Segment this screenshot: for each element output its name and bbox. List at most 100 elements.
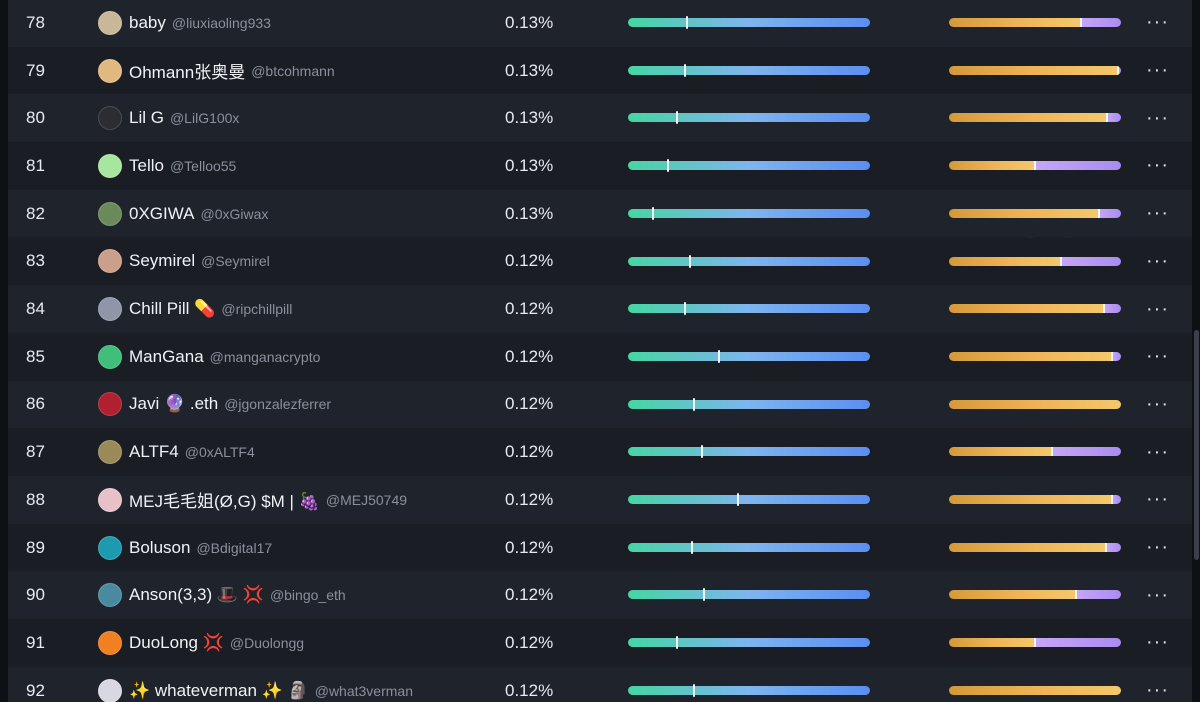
table-row[interactable]: 91 DuoLong 💢 @Duolongg 0.12% ··· <box>8 619 1192 667</box>
more-options-icon[interactable]: ··· <box>1146 583 1169 606</box>
mindshare-percent: 0.12% <box>505 251 554 271</box>
avatar[interactable] <box>98 153 122 178</box>
table-row[interactable]: 87 ALTF4 @0xALTF4 0.12% ··· <box>8 428 1192 476</box>
user-name[interactable]: baby <box>129 12 166 32</box>
scrollbar[interactable] <box>1192 0 1200 702</box>
more-options-icon[interactable]: ··· <box>1146 488 1169 511</box>
user-name[interactable]: Ohmann张奥曼 <box>129 63 246 83</box>
user-cell[interactable]: Ohmann张奥曼 @btcohmann <box>98 47 335 95</box>
table-row[interactable]: 83 Seymirel @Seymirel 0.12% ··· <box>8 237 1192 286</box>
more-options-icon[interactable]: ··· <box>1146 106 1169 129</box>
more-options-icon[interactable]: ··· <box>1146 202 1169 225</box>
table-row[interactable]: 81 Tello @Telloo55 0.13% ··· <box>8 142 1192 190</box>
table-row[interactable]: 85 ManGana @manganacrypto 0.12% ··· <box>8 332 1192 381</box>
user-handle[interactable]: @btcohmann <box>251 62 335 79</box>
user-handle[interactable]: @Telloo55 <box>169 157 237 174</box>
user-name[interactable]: Seymirel <box>129 251 196 271</box>
table-row[interactable]: 78 baby @liuxiaoling933 0.13% ··· <box>8 0 1192 47</box>
avatar[interactable] <box>98 297 122 322</box>
table-row[interactable]: 89 Boluson @Bdigital17 0.12% ··· <box>8 523 1192 572</box>
user-handle[interactable]: @jgonzalezferrer <box>224 396 332 413</box>
table-row[interactable]: 80 Lil G @LilG100x 0.13% ··· <box>8 94 1192 143</box>
user-cell[interactable]: MEJ毛毛姐(Ø,G) $M | 🍇 @MEJ50749 <box>98 476 407 524</box>
user-handle[interactable]: @0xGiwax <box>200 205 269 222</box>
avatar[interactable] <box>98 344 122 369</box>
more-options-icon[interactable]: ··· <box>1146 392 1169 415</box>
table-row[interactable]: 92 ✨ whateverman ✨ 🗿 @what3verman 0.12% ··· <box>8 666 1192 702</box>
user-cell[interactable]: Boluson @Bdigital17 <box>98 524 272 572</box>
mindshare-percent: 0.12% <box>505 442 554 462</box>
more-options-icon[interactable]: ··· <box>1146 440 1169 463</box>
more-options-icon[interactable]: ··· <box>1146 631 1169 654</box>
user-cell[interactable]: ALTF4 @0xALTF4 <box>98 428 255 476</box>
user-handle[interactable]: @bingo_eth <box>269 587 346 604</box>
user-name[interactable]: ALTF4 <box>129 442 179 462</box>
avatar[interactable] <box>98 630 122 655</box>
user-name[interactable]: DuoLong 💢 <box>129 632 224 652</box>
avatar[interactable] <box>98 249 122 274</box>
user-handle[interactable]: @Bdigital17 <box>196 539 273 556</box>
user-name[interactable]: Tello <box>129 155 164 175</box>
more-options-icon[interactable]: ··· <box>1146 679 1169 702</box>
table-row[interactable]: 82 0XGIWA @0xGiwax 0.13% ··· <box>8 189 1192 238</box>
table-row[interactable]: 88 MEJ毛毛姐(Ø,G) $M | 🍇 @MEJ50749 0.12% ··· <box>8 476 1192 524</box>
table-row[interactable]: 84 Chill Pill 💊 @ripchillpill 0.12% ··· <box>8 285 1192 333</box>
user-cell[interactable]: Anson(3,3) 🎩 💢 @bingo_eth <box>98 571 346 619</box>
user-cell[interactable]: 0XGIWA @0xGiwax <box>98 190 268 238</box>
user-handle[interactable]: @what3verman <box>314 682 413 699</box>
user-name[interactable]: ✨ whateverman ✨ 🗿 <box>129 680 309 700</box>
scrollbar-thumb[interactable] <box>1194 330 1199 560</box>
user-name[interactable]: Lil G <box>129 108 164 128</box>
user-handle[interactable]: @MEJ50749 <box>325 491 408 508</box>
user-cell[interactable]: ✨ whateverman ✨ 🗿 @what3verman <box>98 667 413 702</box>
score-bar-marker <box>736 493 739 506</box>
user-name[interactable]: Javi 🔮 .eth <box>129 394 219 414</box>
table-row[interactable]: 79 Ohmann张奥曼 @btcohmann 0.13% ··· <box>8 46 1192 95</box>
more-options-icon[interactable]: ··· <box>1146 536 1169 559</box>
mindshare-percent: 0.12% <box>505 489 554 509</box>
more-options-icon[interactable]: ··· <box>1146 345 1169 368</box>
user-name[interactable]: MEJ毛毛姐(Ø,G) $M | 🍇 <box>129 492 320 512</box>
user-handle[interactable]: @0xALTF4 <box>184 444 255 461</box>
user-name[interactable]: Anson(3,3) 🎩 💢 <box>129 585 264 605</box>
avatar[interactable] <box>98 678 122 702</box>
user-cell[interactable]: ManGana @manganacrypto <box>98 333 320 381</box>
user-cell[interactable]: Tello @Telloo55 <box>98 142 236 190</box>
avatar[interactable] <box>98 392 122 417</box>
table-row[interactable]: 86 Javi 🔮 .eth @jgonzalezferrer 0.12% ··· <box>8 380 1192 429</box>
avatar[interactable] <box>98 201 122 226</box>
user-name[interactable]: Chill Pill 💊 <box>129 299 216 319</box>
user-name[interactable]: Boluson <box>129 537 191 557</box>
more-options-icon[interactable]: ··· <box>1146 249 1169 272</box>
avatar[interactable] <box>98 535 122 560</box>
more-options-icon[interactable]: ··· <box>1146 154 1169 177</box>
user-handle[interactable]: @Duolongg <box>229 634 305 651</box>
more-options-icon[interactable]: ··· <box>1146 297 1169 320</box>
user-cell[interactable]: baby @liuxiaoling933 <box>98 0 271 47</box>
avatar[interactable] <box>98 583 122 608</box>
more-options-icon[interactable]: ··· <box>1146 11 1169 34</box>
user-name[interactable]: ManGana <box>129 346 204 366</box>
user-handle[interactable]: @liuxiaoling933 <box>171 14 271 31</box>
user-cell[interactable]: Javi 🔮 .eth @jgonzalezferrer <box>98 381 331 429</box>
rank-number: 87 <box>26 442 45 462</box>
rank-number: 83 <box>26 251 45 271</box>
progress-bar-fill <box>949 447 1053 457</box>
user-handle[interactable]: @ripchillpill <box>221 301 293 318</box>
avatar[interactable] <box>98 10 122 35</box>
user-name[interactable]: 0XGIWA <box>129 203 195 223</box>
user-cell[interactable]: Chill Pill 💊 @ripchillpill <box>98 285 292 333</box>
table-row[interactable]: 90 Anson(3,3) 🎩 💢 @bingo_eth 0.12% ··· <box>8 571 1192 620</box>
avatar[interactable] <box>98 58 122 83</box>
avatar[interactable] <box>98 440 122 465</box>
user-handle[interactable]: @manganacrypto <box>209 348 321 365</box>
user-handle[interactable]: @LilG100x <box>169 110 240 127</box>
user-handle[interactable]: @Seymirel <box>201 253 270 270</box>
avatar[interactable] <box>98 106 122 131</box>
avatar[interactable] <box>98 487 122 512</box>
user-cell[interactable]: Lil G @LilG100x <box>98 94 239 142</box>
progress-bar-marker <box>1111 351 1114 361</box>
user-cell[interactable]: Seymirel @Seymirel <box>98 238 270 286</box>
more-options-icon[interactable]: ··· <box>1146 59 1169 82</box>
user-cell[interactable]: DuoLong 💢 @Duolongg <box>98 619 304 667</box>
